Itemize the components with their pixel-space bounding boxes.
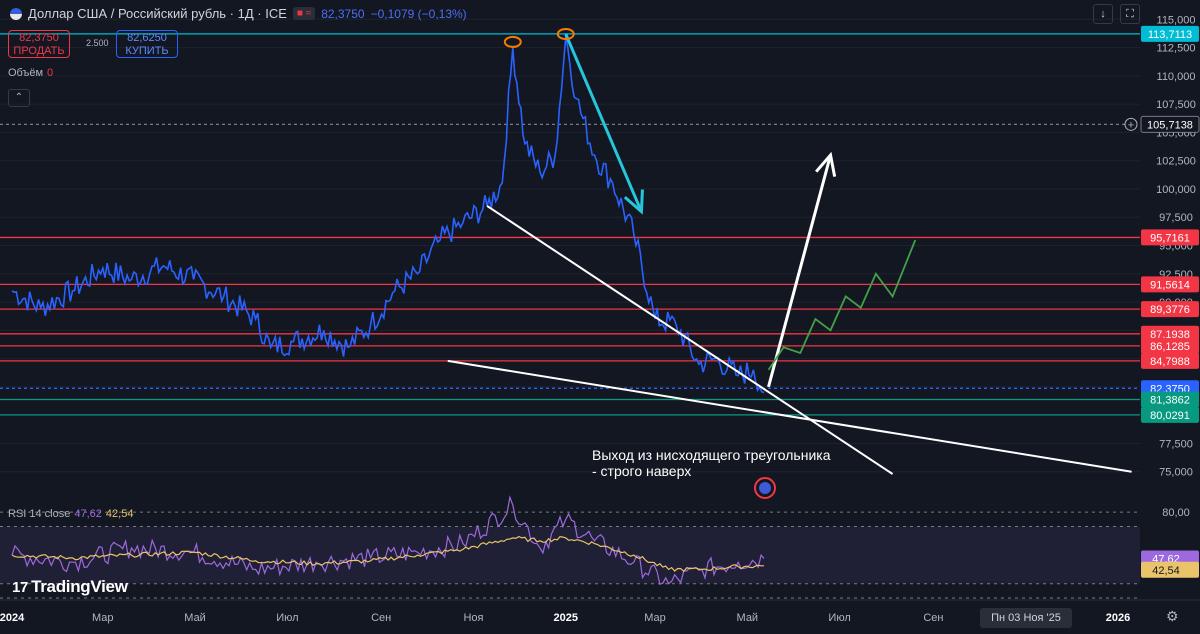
rsi-ma-value-tag-label: 42,54 xyxy=(1152,565,1180,577)
level-price-label: 86,1285 xyxy=(1150,341,1190,353)
arrow-head xyxy=(623,189,644,215)
arrow-head xyxy=(815,151,837,177)
tv-logo-icon: 17 xyxy=(12,579,29,596)
price-tick-label: 100,000 xyxy=(1156,184,1196,196)
rsi-tick-label: 80,00 xyxy=(1162,507,1190,519)
time-tick-label: 2024 xyxy=(0,612,25,624)
rsi-legend[interactable]: RSI 14 close 47,62 42,54 xyxy=(8,508,133,520)
crosshair-date-label: Пн 03 Ноя '25 xyxy=(980,608,1072,628)
time-tick-label: Сен xyxy=(371,612,391,624)
level-price-tag xyxy=(1141,337,1199,354)
arrow-shaft xyxy=(564,33,643,213)
level-price-label: 84,7988 xyxy=(1150,356,1190,368)
level-price-tag xyxy=(1141,352,1199,369)
rsi-value: 47,62 xyxy=(74,508,102,520)
plus-icon xyxy=(1124,117,1138,131)
trendline xyxy=(486,205,894,475)
time-tick-label: Мар xyxy=(92,612,114,624)
ticker-status-badge[interactable]: ■ ≈ xyxy=(292,7,316,20)
rsi-ma-line xyxy=(11,535,764,573)
plus-icon-glyph: + xyxy=(1128,119,1134,131)
sell-label: ПРОДАТЬ xyxy=(13,45,65,57)
collapse-legend-button[interactable]: ⌃ xyxy=(8,89,30,107)
chart-annotation[interactable]: Выход из нисходящего треугольника - стро… xyxy=(592,447,831,479)
rsi-ma-value-tag xyxy=(1141,561,1199,578)
symbol-title[interactable]: Доллар США / Российский рубль · 1Д · ICE xyxy=(28,6,287,21)
level-price-label: 105,7138 xyxy=(1147,119,1193,131)
price-tick-label: 110,000 xyxy=(1157,71,1196,83)
level-price-tag xyxy=(1141,301,1199,318)
level-price-label: 87,1938 xyxy=(1150,329,1190,341)
price-tick-label: 107,500 xyxy=(1156,99,1196,111)
rsi-band xyxy=(0,526,1140,584)
level-price-tag xyxy=(1141,391,1199,408)
price-axis-bg xyxy=(1140,0,1200,600)
rsi-ma-value: 42,54 xyxy=(105,508,134,520)
level-price-tag xyxy=(1141,276,1199,293)
level-price-label: 91,5614 xyxy=(1150,279,1190,291)
level-price-label: 95,7161 xyxy=(1150,232,1190,244)
price-tick-label: 115,000 xyxy=(1157,14,1196,26)
rsi-line xyxy=(11,495,765,585)
price-tick-label: 112,500 xyxy=(1157,43,1196,55)
time-tick-label: Май xyxy=(184,612,206,624)
symbol-header[interactable]: Доллар США / Российский рубль · 1Д · ICE… xyxy=(10,6,467,21)
price-series[interactable] xyxy=(11,36,765,394)
level-price-tag xyxy=(1141,325,1199,342)
time-tick-label: 2026 xyxy=(1106,612,1130,624)
price-tick-label: 75,000 xyxy=(1159,467,1193,479)
us-flag-icon xyxy=(10,7,22,20)
download-icon[interactable]: ↓ xyxy=(1093,4,1113,24)
level-price-tag xyxy=(1140,115,1200,133)
event-flag-icon-inner xyxy=(759,482,771,494)
buy-label: КУПИТЬ xyxy=(125,45,169,57)
level-price-label: 113,7113 xyxy=(1148,29,1192,41)
gear-icon[interactable]: ⚙ xyxy=(1166,608,1179,624)
time-tick-label: 2025 xyxy=(554,612,578,624)
annotation-line-2: - строго наверх xyxy=(592,463,692,479)
time-tick-label: Ноя xyxy=(463,612,483,624)
price-tick-label: 97,500 xyxy=(1159,212,1193,224)
volume-legend[interactable]: Объём 0 xyxy=(8,67,53,79)
projection-path xyxy=(767,239,917,371)
trendline xyxy=(447,359,1132,473)
annotation-line-1: Выход из нисходящего треугольника xyxy=(592,447,831,463)
arrow-shaft xyxy=(767,154,832,388)
level-price-tag xyxy=(1141,25,1199,42)
price-line xyxy=(11,36,765,394)
level-price-tag xyxy=(1141,406,1199,423)
level-price-label: 89,3776 xyxy=(1150,304,1190,316)
time-tick-label: Июл xyxy=(276,612,298,624)
chart-grid xyxy=(0,18,1140,473)
horizontal-levels[interactable]: + xyxy=(0,33,1140,416)
last-price: 82,3750 xyxy=(321,6,365,21)
buy-button[interactable]: 82,6250 КУПИТЬ xyxy=(116,30,178,58)
highlight-ellipse xyxy=(503,35,522,48)
price-axis[interactable]: 75,00077,50080,00082,50085,00087,50090,0… xyxy=(1140,0,1200,600)
level-price-label: 81,3862 xyxy=(1150,394,1190,406)
level-price-label: 80,0291 xyxy=(1150,410,1190,422)
buy-price: 82,6250 xyxy=(127,32,167,44)
highlight-ellipse xyxy=(556,28,575,41)
chart-drawings[interactable] xyxy=(447,28,1132,499)
spread-value: 2.500 xyxy=(86,38,109,48)
tradingview-logo[interactable]: 17 TradingView xyxy=(12,577,128,597)
rsi-pane xyxy=(0,495,1140,599)
time-tick-label: Май xyxy=(737,612,759,624)
rsi-label: RSI 14 close xyxy=(8,508,71,520)
sell-button[interactable]: 82,3750 ПРОДАТЬ xyxy=(8,30,70,58)
time-tick-label: Июл xyxy=(828,612,850,624)
logo-text: TradingView xyxy=(31,577,128,596)
time-tick-label: Сен xyxy=(923,612,943,624)
volume-value: 0 xyxy=(47,67,54,79)
time-tick-label: Мар xyxy=(644,612,666,624)
volume-label: Объём xyxy=(8,67,44,79)
price-tick-label: 102,500 xyxy=(1156,156,1196,168)
level-price-tag xyxy=(1141,229,1199,246)
sell-price: 82,3750 xyxy=(19,32,59,44)
fullscreen-icon[interactable]: ⛶ xyxy=(1120,4,1140,24)
price-change: −0,1079 (−0,13%) xyxy=(370,6,467,21)
price-tick-label: 77,500 xyxy=(1159,438,1193,450)
